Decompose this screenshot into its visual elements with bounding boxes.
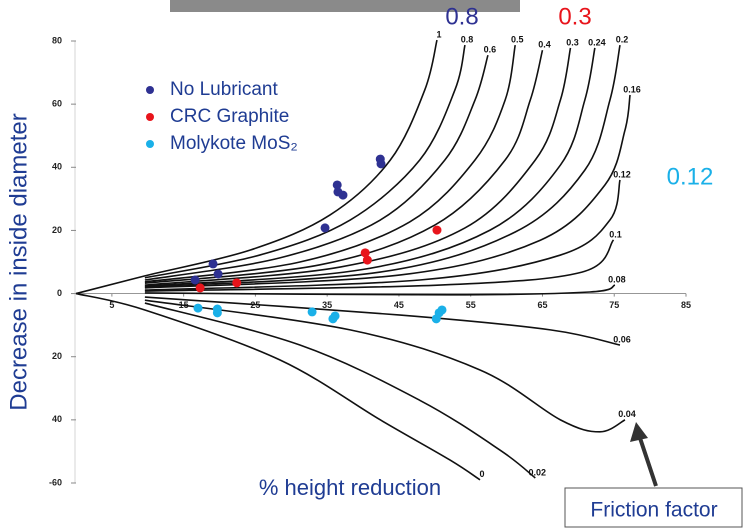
- legend-marker: [146, 113, 154, 121]
- y-tick-label: 20: [52, 351, 62, 361]
- data-point: [191, 275, 200, 284]
- data-point: [232, 278, 241, 287]
- y-axis-label: Decrease in inside diameter: [5, 113, 32, 410]
- arrow-shaft: [640, 438, 656, 486]
- curve-label: 0.08: [608, 274, 626, 284]
- legend-marker: [146, 140, 154, 148]
- data-point: [338, 191, 347, 200]
- y-tick-label: 40: [52, 162, 62, 172]
- annotation: 0.3: [558, 3, 591, 30]
- curve-label: 0.04: [618, 409, 636, 419]
- x-tick-label: 45: [394, 300, 404, 310]
- data-point: [209, 259, 218, 268]
- data-point: [331, 311, 340, 320]
- curve-label: 0: [480, 469, 485, 479]
- data-point: [438, 305, 447, 314]
- x-tick-label: 65: [537, 300, 547, 310]
- callout: Friction factor: [590, 499, 717, 522]
- data-point: [377, 159, 386, 168]
- curve-label: 0.3: [566, 37, 579, 47]
- annotation: 0.8: [445, 3, 478, 30]
- y-tick-label: 0: [57, 288, 62, 298]
- friction-curve: [76, 294, 480, 480]
- friction-curve: [145, 300, 625, 432]
- curve-label: 0.24: [588, 37, 606, 47]
- curve-label: 0.06: [613, 334, 631, 344]
- annotation: 0.12: [667, 163, 714, 190]
- x-axis-label: % height reduction: [259, 475, 441, 500]
- x-tick-label: 35: [322, 300, 332, 310]
- x-tick-label: 85: [681, 300, 691, 310]
- y-tick-label: 40: [52, 414, 62, 424]
- curve-label: 0.5: [511, 34, 524, 44]
- data-point: [321, 223, 330, 232]
- y-tick-label: 60: [52, 99, 62, 109]
- curve-label: 1: [436, 29, 441, 39]
- data-point: [213, 308, 222, 317]
- data-point: [196, 283, 205, 292]
- legend-marker: [146, 86, 154, 94]
- legend-label: No Lubricant: [170, 79, 278, 100]
- data-point: [194, 304, 203, 313]
- chart: Decrease in inside diameter % height red…: [0, 0, 743, 528]
- curve-label: 0.2: [616, 34, 629, 44]
- legend-label: Molykote MoS₂: [170, 133, 298, 154]
- x-tick-label: 55: [466, 300, 476, 310]
- curve-label: 0.02: [529, 467, 547, 477]
- x-tick-label: 75: [609, 300, 619, 310]
- data-point: [363, 256, 372, 265]
- curve-label: 0.4: [538, 40, 551, 50]
- arrow-head: [630, 422, 648, 442]
- curve-label: 0.8: [461, 34, 474, 44]
- data-point: [432, 226, 441, 235]
- curve-label: 0.1: [609, 229, 622, 239]
- data-point: [214, 269, 223, 278]
- curve-label: 0.16: [623, 84, 641, 94]
- curve-label: 0.12: [613, 169, 631, 179]
- data-point: [308, 307, 317, 316]
- y-tick-label: 80: [52, 35, 62, 45]
- curve-label: 0.6: [484, 45, 497, 55]
- legend-label: CRC Graphite: [170, 106, 289, 127]
- y-tick-label: 20: [52, 225, 62, 235]
- y-tick-label: -60: [49, 477, 62, 487]
